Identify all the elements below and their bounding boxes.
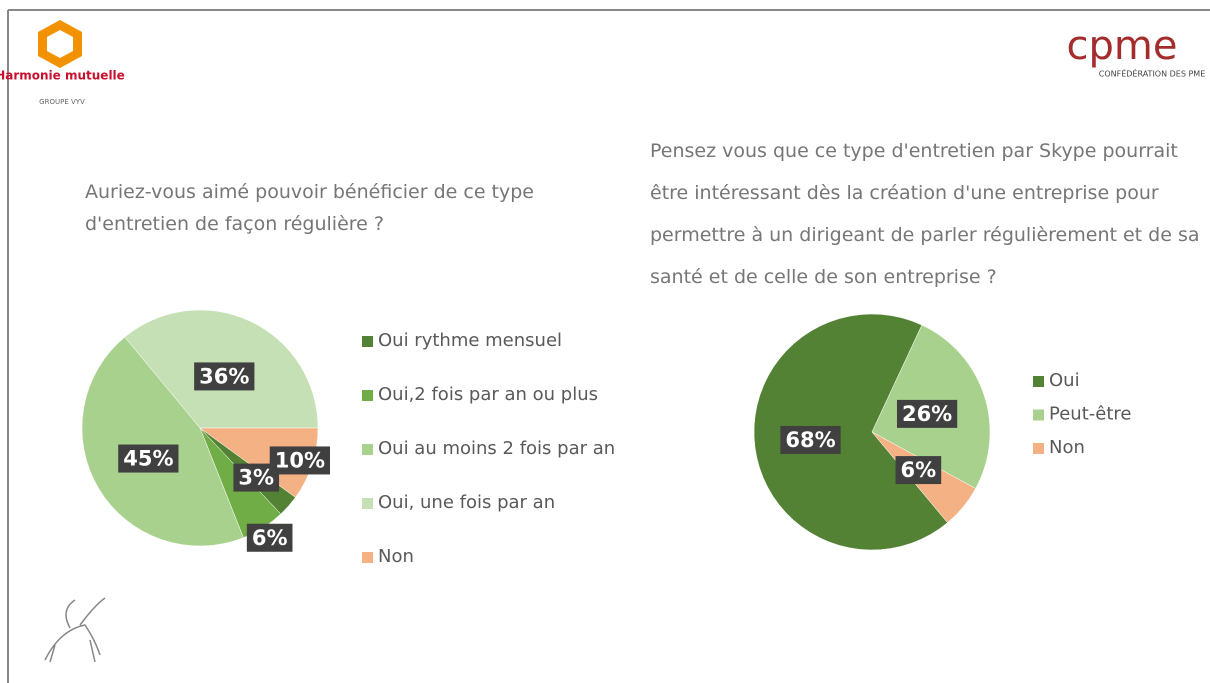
logo-group: GROUPE VYV — [39, 98, 85, 106]
legend-label: Oui,2 fois par an ou plus — [378, 384, 598, 405]
logo-sub: CONFÉDÉRATION DES PME — [1099, 68, 1206, 79]
chart-title: Pensez vous que ce type d'entretien par … — [650, 140, 1200, 288]
value-label: 6% — [246, 523, 293, 552]
value-label: 26% — [896, 399, 958, 428]
legend-swatch — [362, 498, 373, 509]
value-label-text: 45% — [123, 447, 173, 471]
legend-label: Non — [1049, 437, 1085, 458]
value-label-text: 36% — [199, 364, 249, 388]
legend-label: Oui au moins 2 fois par an — [378, 438, 615, 459]
value-label-text: 68% — [785, 428, 835, 452]
legend-swatch — [1033, 409, 1044, 421]
value-label-text: 26% — [902, 402, 952, 426]
legend-swatch — [362, 390, 373, 401]
legend-swatch — [362, 336, 373, 347]
value-label: 10% — [269, 446, 330, 475]
logo-cpme: cpme — [1067, 23, 1178, 69]
logo-name: Harmonie mutuelle — [0, 69, 125, 83]
legend-swatch — [1033, 443, 1044, 454]
value-label-box — [269, 446, 330, 475]
value-label-text: 3% — [238, 466, 274, 490]
logo-left: Harmonie mutuelle GROUPE VYV — [0, 20, 125, 106]
value-label-box — [896, 399, 958, 428]
value-label-text: 6% — [901, 458, 937, 482]
value-label-box — [895, 456, 942, 485]
value-label-text: 6% — [252, 526, 288, 550]
value-label: 6% — [895, 456, 942, 485]
value-label-text: 10% — [275, 448, 325, 472]
legend-label: Oui rythme mensuel — [378, 330, 562, 351]
legend-label: Oui, une fois par an — [378, 492, 555, 513]
pie-slice — [81, 336, 244, 547]
legend-swatch — [1033, 376, 1044, 387]
value-label: 3% — [233, 463, 280, 492]
value-label: 68% — [780, 425, 841, 454]
pie-slice — [753, 313, 948, 551]
value-label-box — [118, 444, 179, 473]
logo-right: cpme CONFÉDÉRATION DES PME — [1067, 23, 1206, 79]
legend-label: Oui — [1049, 370, 1080, 391]
legend-swatch — [362, 552, 373, 563]
deer-icon — [44, 597, 106, 663]
chart-title: Auriez-vous aimé pouvoir bénéficier de c… — [85, 181, 534, 235]
legend-label: Peut-être — [1049, 404, 1131, 425]
value-label-box — [246, 523, 293, 552]
value-label: 45% — [118, 444, 179, 473]
legend-label: Non — [378, 546, 414, 567]
value-label-box — [780, 425, 841, 454]
value-label-box — [194, 362, 255, 391]
value-label: 36% — [194, 362, 255, 391]
legend-swatch — [362, 444, 373, 455]
